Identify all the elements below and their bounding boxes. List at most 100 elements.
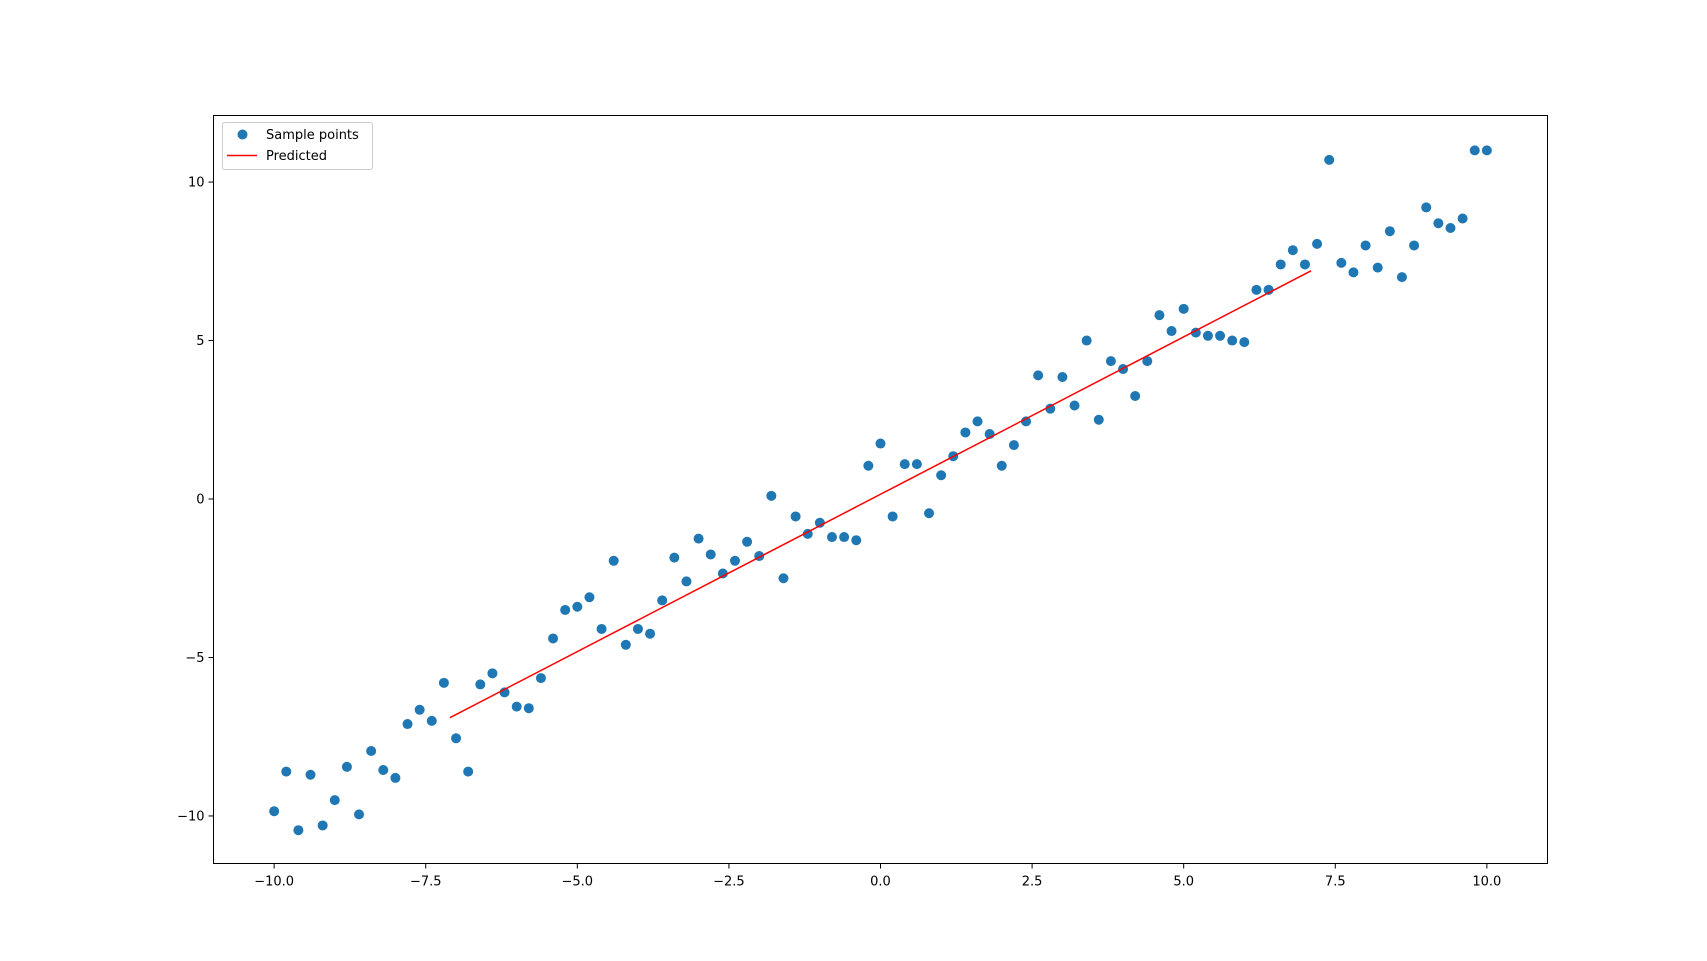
sample-point bbox=[584, 592, 595, 603]
sample-point bbox=[717, 568, 728, 579]
legend-label-predicted: Predicted bbox=[266, 149, 327, 164]
sample-point bbox=[341, 761, 352, 772]
sample-point bbox=[1033, 370, 1044, 381]
sample-point bbox=[875, 438, 886, 449]
sample-point bbox=[814, 517, 825, 528]
sample-point bbox=[1433, 218, 1444, 229]
sample-point bbox=[1069, 400, 1080, 411]
sample-point bbox=[742, 536, 753, 547]
sample-point bbox=[1166, 326, 1177, 337]
sample-point bbox=[911, 459, 922, 470]
predicted-line bbox=[449, 270, 1312, 719]
sample-point bbox=[1457, 213, 1468, 224]
sample-point bbox=[548, 633, 559, 644]
sample-point bbox=[729, 555, 740, 566]
sample-point bbox=[790, 511, 801, 522]
predicted-series bbox=[449, 270, 1312, 719]
legend-label-sample-points: Sample points bbox=[266, 128, 359, 143]
sample-point bbox=[1469, 145, 1480, 156]
sample-point bbox=[1142, 356, 1153, 367]
sample-point bbox=[354, 809, 365, 820]
sample-point bbox=[839, 532, 850, 543]
sample-point bbox=[1445, 223, 1456, 234]
sample-point bbox=[293, 825, 304, 836]
sample-point bbox=[1093, 414, 1104, 425]
y-axis: −10 −5 0 5 10 bbox=[177, 176, 214, 824]
x-axis: −10.0 −7.5 −5.0 −2.5 0.0 2.5 5.0 7.5 10.0 bbox=[254, 863, 1501, 890]
sample-point bbox=[1324, 154, 1335, 165]
sample-point bbox=[1409, 240, 1420, 251]
sample-point bbox=[1275, 259, 1286, 270]
sample-point bbox=[1130, 391, 1141, 401]
sample-point bbox=[451, 733, 462, 744]
sample-point bbox=[1396, 272, 1407, 283]
sample-point bbox=[596, 623, 607, 634]
sample-point bbox=[899, 459, 910, 470]
sample-point bbox=[487, 668, 498, 679]
sample-point bbox=[1178, 303, 1189, 314]
sample-point bbox=[681, 576, 692, 587]
sample-point bbox=[1057, 371, 1068, 382]
y-tick-label: 5 bbox=[196, 334, 204, 349]
x-tick-label: 2.5 bbox=[1022, 875, 1043, 890]
sample-point bbox=[366, 745, 377, 756]
sample-point bbox=[329, 795, 340, 806]
sample-point bbox=[1348, 267, 1359, 278]
sample-point bbox=[463, 766, 474, 777]
sample-point bbox=[1372, 262, 1383, 273]
sample-point bbox=[996, 460, 1007, 471]
sample-point bbox=[1021, 416, 1032, 427]
sample-point bbox=[645, 628, 656, 639]
sample-point bbox=[414, 704, 425, 715]
sample-point bbox=[1227, 335, 1238, 346]
sample-point bbox=[1360, 240, 1371, 251]
sample-point bbox=[936, 470, 947, 481]
sample-point bbox=[1215, 330, 1226, 341]
sample-point bbox=[972, 416, 983, 427]
x-tick-label: 7.5 bbox=[1325, 875, 1346, 890]
sample-point bbox=[1299, 259, 1310, 270]
sample-point bbox=[657, 595, 668, 606]
x-tick-label: 0.0 bbox=[870, 875, 891, 890]
sample-point bbox=[851, 535, 862, 546]
sample-point bbox=[620, 639, 631, 650]
sample-point bbox=[1421, 202, 1432, 213]
sample-point bbox=[1202, 330, 1213, 341]
sample-point bbox=[778, 573, 789, 584]
y-tick-label: 0 bbox=[196, 493, 204, 508]
sample-point bbox=[317, 820, 328, 831]
y-tick-label: 10 bbox=[188, 176, 205, 191]
sample-point bbox=[402, 719, 413, 730]
sample-point bbox=[281, 766, 292, 777]
sample-point bbox=[378, 765, 389, 775]
sample-point bbox=[1154, 310, 1165, 321]
sample-point bbox=[523, 703, 534, 714]
sample-point bbox=[1287, 245, 1298, 256]
sample-point bbox=[305, 769, 316, 780]
sample-point bbox=[1081, 335, 1092, 346]
x-tick-label: −7.5 bbox=[410, 875, 442, 890]
sample-point bbox=[1251, 284, 1262, 295]
sample-point bbox=[535, 673, 546, 684]
x-tick-label: −2.5 bbox=[713, 875, 745, 890]
sample-point bbox=[693, 533, 704, 544]
x-tick-label: 5.0 bbox=[1173, 875, 1194, 890]
sample-point bbox=[1008, 440, 1019, 451]
sample-point bbox=[560, 604, 571, 615]
sample-points-series bbox=[269, 145, 1492, 836]
legend-box bbox=[222, 122, 373, 170]
sample-point bbox=[924, 508, 935, 519]
y-tick-label: −10 bbox=[177, 809, 204, 824]
legend: Sample points Predicted bbox=[222, 122, 373, 170]
sample-point bbox=[1336, 257, 1347, 268]
sample-point bbox=[863, 460, 874, 471]
sample-point bbox=[887, 511, 898, 522]
sample-point bbox=[1481, 145, 1492, 156]
x-tick-label: −5.0 bbox=[562, 875, 594, 890]
sample-point bbox=[632, 623, 643, 634]
sample-point bbox=[1384, 226, 1395, 237]
sample-point bbox=[705, 549, 716, 560]
x-tick-label: −10.0 bbox=[254, 875, 294, 890]
sample-point bbox=[511, 701, 522, 712]
